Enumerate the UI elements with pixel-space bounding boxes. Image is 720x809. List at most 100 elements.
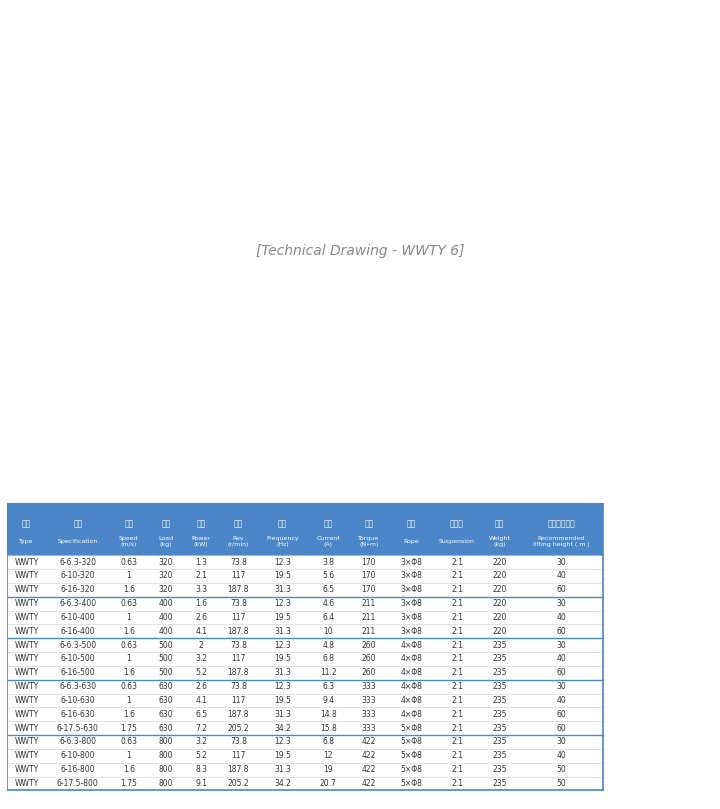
Text: 205.2: 205.2 [228,779,249,788]
Text: 2:1: 2:1 [451,641,463,650]
Text: 4.1: 4.1 [195,696,207,705]
Text: 2:1: 2:1 [451,752,463,760]
Text: 333: 333 [361,682,376,691]
Text: 60: 60 [557,723,566,733]
Text: 电引比: 电引比 [450,519,464,528]
Text: 1.6: 1.6 [123,765,135,774]
Text: 400: 400 [158,599,174,608]
Text: 20.7: 20.7 [320,779,337,788]
Text: 60: 60 [557,709,566,718]
Text: 转速: 转速 [234,519,243,528]
Text: 载重: 载重 [161,519,171,528]
Text: 3.8: 3.8 [323,557,334,566]
Text: 1.6: 1.6 [123,627,135,636]
Text: 10: 10 [323,627,333,636]
Text: WWTY: WWTY [14,599,39,608]
Text: 30: 30 [557,738,566,747]
Text: 205.2: 205.2 [228,723,249,733]
Text: 2.6: 2.6 [195,682,207,691]
Text: 30: 30 [557,641,566,650]
Text: 2: 2 [199,641,204,650]
Text: 211: 211 [361,627,376,636]
Text: 320: 320 [158,585,174,595]
Text: 187.8: 187.8 [228,765,249,774]
Text: 1.75: 1.75 [120,779,138,788]
Text: 4.1: 4.1 [195,627,207,636]
Text: 630: 630 [158,723,174,733]
Text: 6-6.3-400: 6-6.3-400 [59,599,96,608]
Text: WWTY: WWTY [14,709,39,718]
Text: 235: 235 [492,752,507,760]
Text: Current
(A): Current (A) [316,536,340,547]
Text: 频率: 频率 [278,519,287,528]
Text: 6.5: 6.5 [195,709,207,718]
Text: WWTY: WWTY [14,557,39,566]
Text: 6-16-800: 6-16-800 [60,765,95,774]
Text: 320: 320 [158,557,174,566]
Text: WWTY: WWTY [14,738,39,747]
Text: 320: 320 [158,571,174,580]
Text: 3.2: 3.2 [195,654,207,663]
Text: 2:1: 2:1 [451,723,463,733]
Text: 14.8: 14.8 [320,709,337,718]
Text: 73.8: 73.8 [230,599,247,608]
Text: 0.63: 0.63 [120,599,138,608]
Text: 400: 400 [158,627,174,636]
Text: 60: 60 [557,627,566,636]
Text: 500: 500 [158,641,174,650]
Text: 800: 800 [158,765,174,774]
Text: 19: 19 [323,765,333,774]
Text: 1: 1 [127,613,131,622]
Text: WWTY: WWTY [14,723,39,733]
Text: 211: 211 [361,613,376,622]
Text: 3×Φ8: 3×Φ8 [400,571,422,580]
Text: 170: 170 [361,585,376,595]
Text: 梯速: 梯速 [125,519,133,528]
Text: 31.3: 31.3 [274,709,291,718]
Text: 117: 117 [231,613,246,622]
Text: 15.8: 15.8 [320,723,337,733]
Text: 5.2: 5.2 [195,752,207,760]
Text: [Technical Drawing - WWTY 6]: [Technical Drawing - WWTY 6] [256,244,464,258]
Text: 60: 60 [557,668,566,677]
Text: 6.5: 6.5 [322,585,334,595]
Text: Suspension: Suspension [439,539,475,544]
Text: 2:1: 2:1 [451,654,463,663]
Text: 12.3: 12.3 [274,557,291,566]
Text: 5×Φ8: 5×Φ8 [400,752,422,760]
Text: 235: 235 [492,641,507,650]
Text: 转矩: 转矩 [364,519,374,528]
Text: 4.8: 4.8 [323,641,334,650]
Text: Type: Type [19,539,34,544]
Text: 3×Φ8: 3×Φ8 [400,599,422,608]
Text: 1.3: 1.3 [195,557,207,566]
Text: 500: 500 [158,654,174,663]
Text: 3×Φ8: 3×Φ8 [400,585,422,595]
Text: 1.6: 1.6 [195,599,207,608]
Text: 235: 235 [492,779,507,788]
Text: 2:1: 2:1 [451,765,463,774]
Text: 50: 50 [557,765,566,774]
Text: 1: 1 [127,752,131,760]
Text: 40: 40 [557,571,566,580]
Text: 73.8: 73.8 [230,641,247,650]
Text: 800: 800 [158,738,174,747]
Text: 187.8: 187.8 [228,585,249,595]
Text: 6-6.3-630: 6-6.3-630 [59,682,96,691]
Text: 1: 1 [127,571,131,580]
Text: Rope: Rope [403,539,419,544]
Text: 5×Φ8: 5×Φ8 [400,738,422,747]
Text: 2:1: 2:1 [451,557,463,566]
Text: 422: 422 [361,779,376,788]
Text: 2:1: 2:1 [451,585,463,595]
Text: 11.2: 11.2 [320,668,336,677]
Text: WWTY: WWTY [14,696,39,705]
Text: 5.6: 5.6 [322,571,334,580]
Text: 7.2: 7.2 [195,723,207,733]
Text: 自重: 自重 [495,519,504,528]
Text: 0.63: 0.63 [120,557,138,566]
Text: 73.8: 73.8 [230,557,247,566]
Text: 1.6: 1.6 [123,709,135,718]
Text: 12: 12 [323,752,333,760]
Text: 800: 800 [158,779,174,788]
